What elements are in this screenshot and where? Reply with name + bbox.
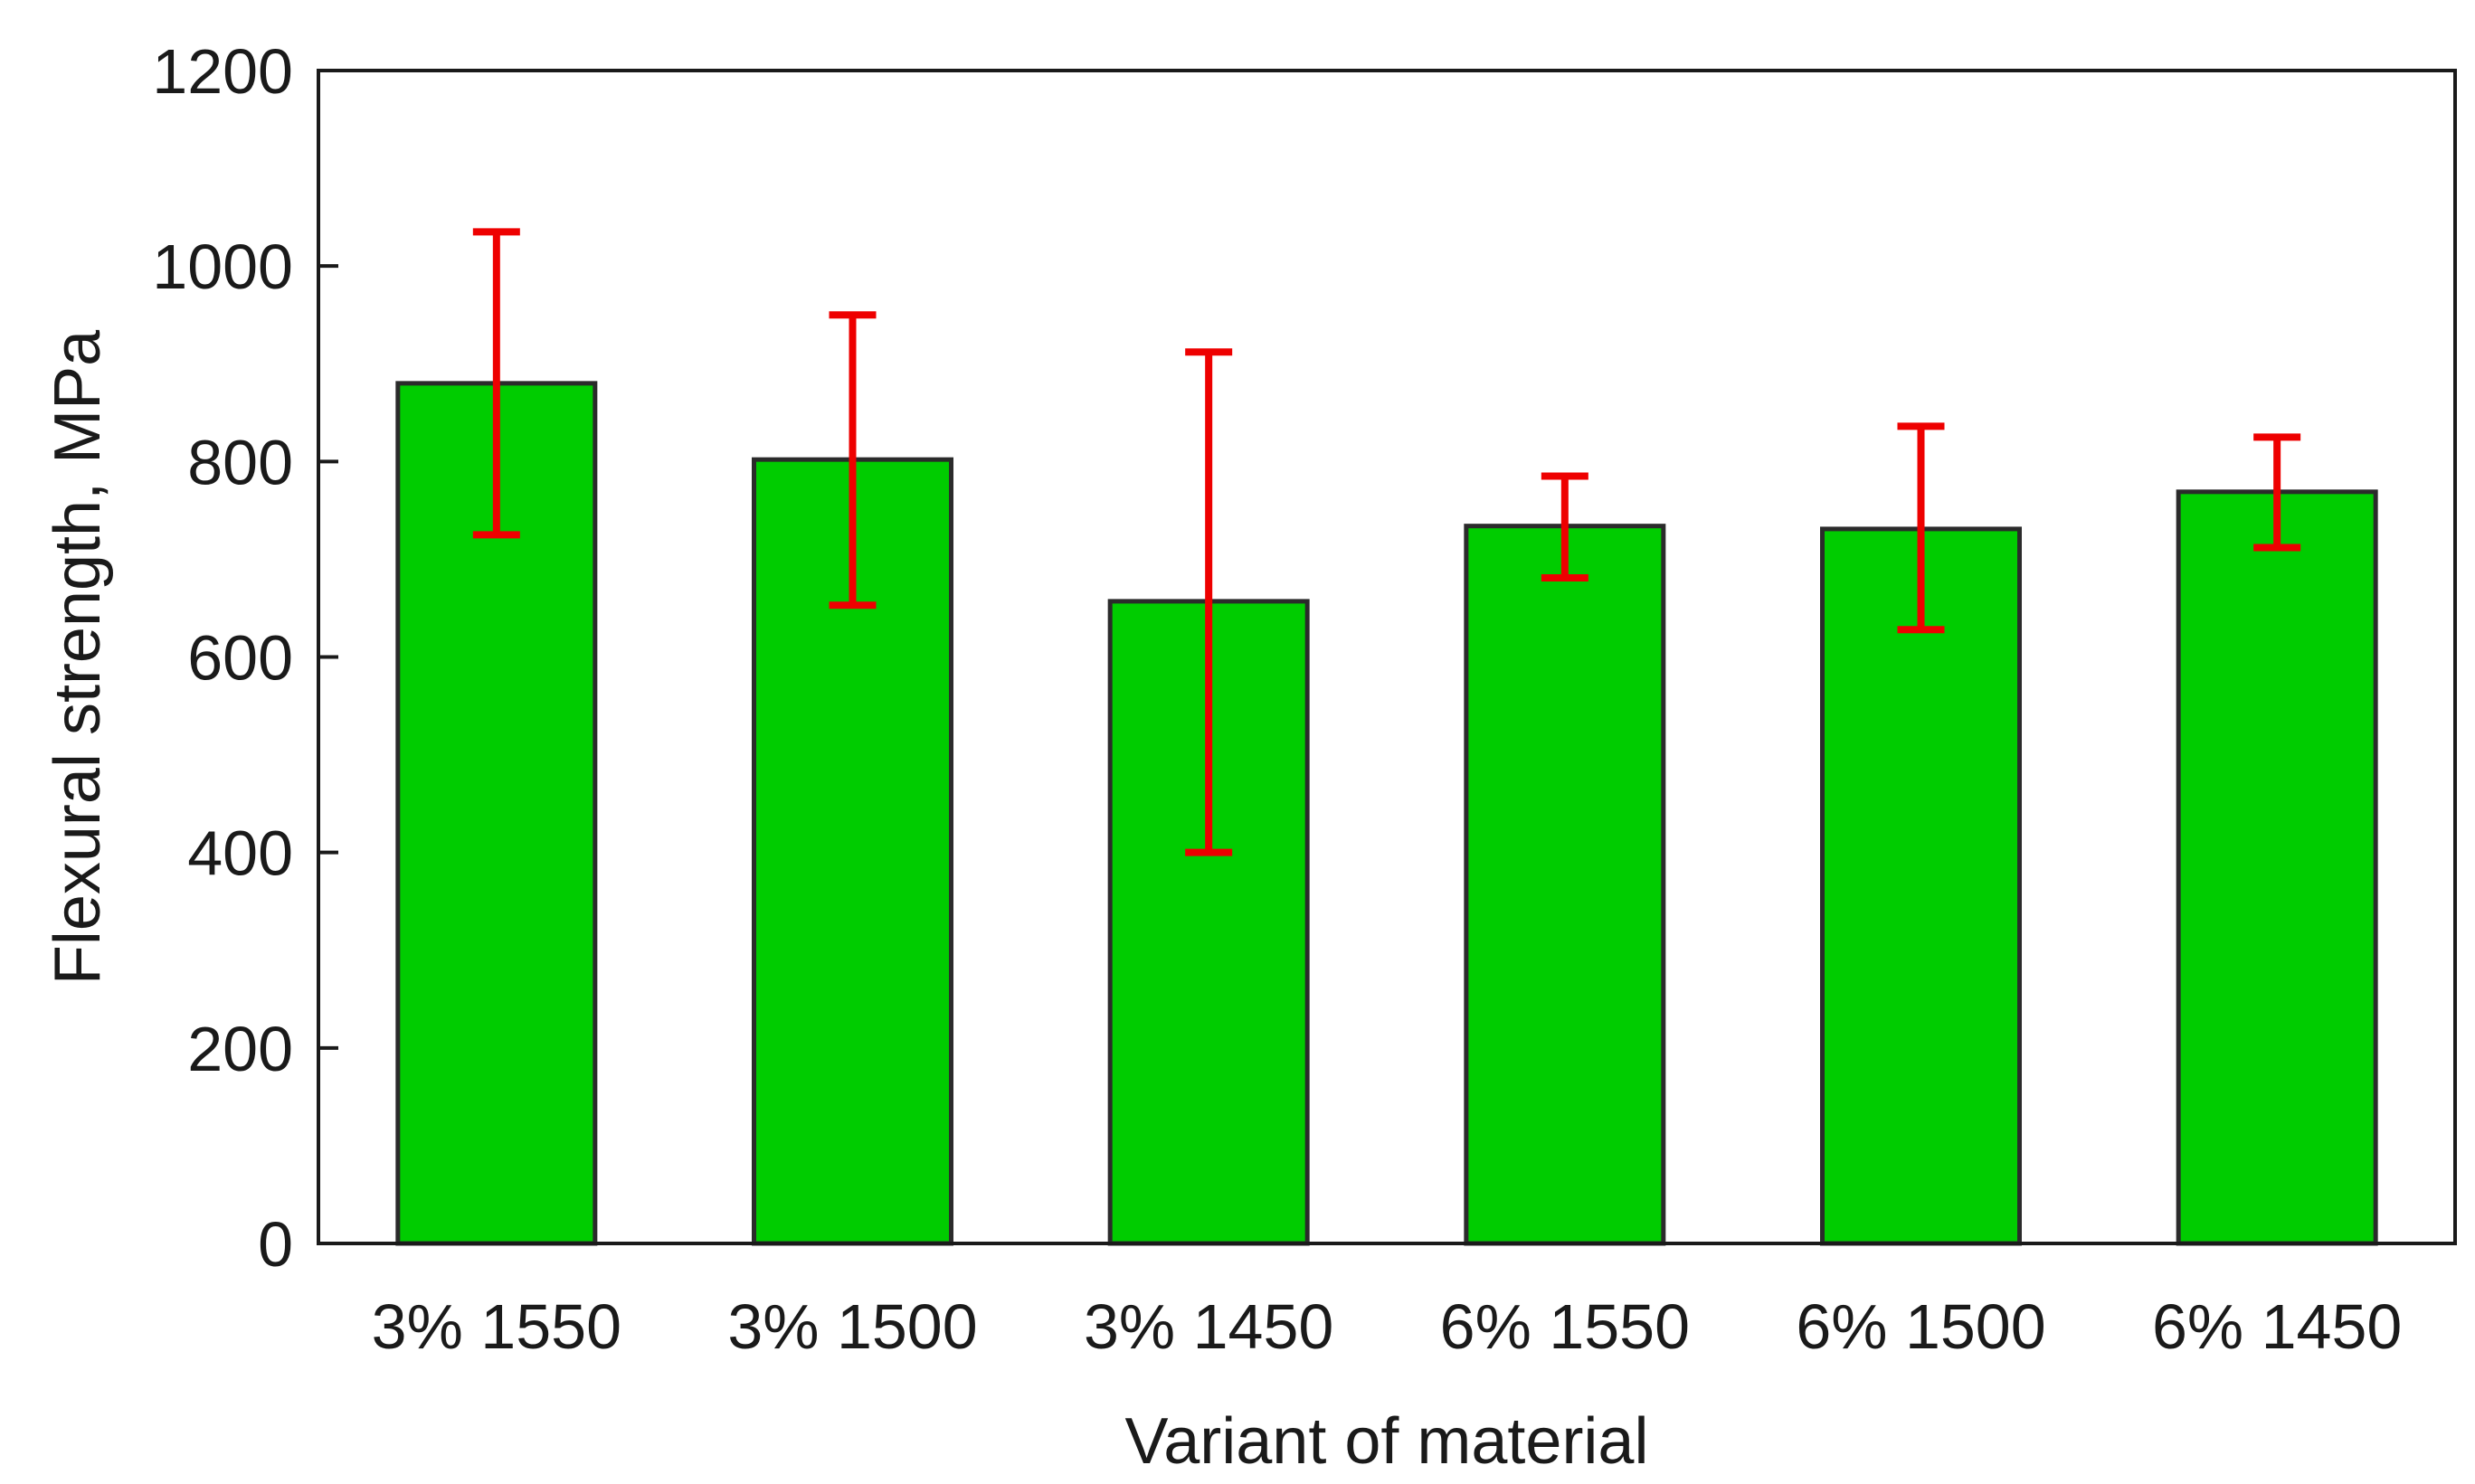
y-tick-label: 1200 <box>152 36 293 107</box>
y-axis: 0 200 400 600 800 1000 1200 <box>152 36 338 1280</box>
error-bars-layer <box>472 228 2301 856</box>
bar <box>1820 526 2022 1246</box>
error-bar <box>2253 433 2301 552</box>
x-tick-label: 6% 1500 <box>1796 1291 2045 1362</box>
error-bar <box>1897 422 1945 634</box>
bars-layer <box>395 381 2378 1246</box>
x-tick-label: 6% 1450 <box>2152 1291 2402 1362</box>
bar <box>1464 524 1666 1246</box>
bar <box>2176 489 2378 1246</box>
x-tick-label: 3% 1550 <box>372 1291 621 1362</box>
x-tick-label: 3% 1450 <box>1084 1291 1333 1362</box>
x-axis: 3% 1550 3% 1500 3% 1450 6% 1550 6% 1500 6% 14… <box>372 1291 2403 1362</box>
y-tick-label: 800 <box>187 427 293 497</box>
x-tick-label: 6% 1550 <box>1440 1291 1690 1362</box>
y-tick-label: 600 <box>187 623 293 694</box>
error-bar <box>472 228 520 539</box>
y-tick-label: 400 <box>187 818 293 889</box>
x-tick-label: 3% 1500 <box>727 1291 977 1362</box>
y-tick-label: 0 <box>258 1209 293 1280</box>
error-bar <box>829 311 877 610</box>
y-axis-title: Flexural strength, MPa <box>42 329 114 985</box>
error-bar <box>1541 472 1588 581</box>
y-tick-label: 1000 <box>152 232 293 302</box>
x-axis-title: Variant of material <box>1125 1405 1649 1478</box>
plot-frame <box>317 69 2457 1245</box>
y-tick-label: 200 <box>187 1014 293 1084</box>
error-bar <box>1185 348 1233 856</box>
